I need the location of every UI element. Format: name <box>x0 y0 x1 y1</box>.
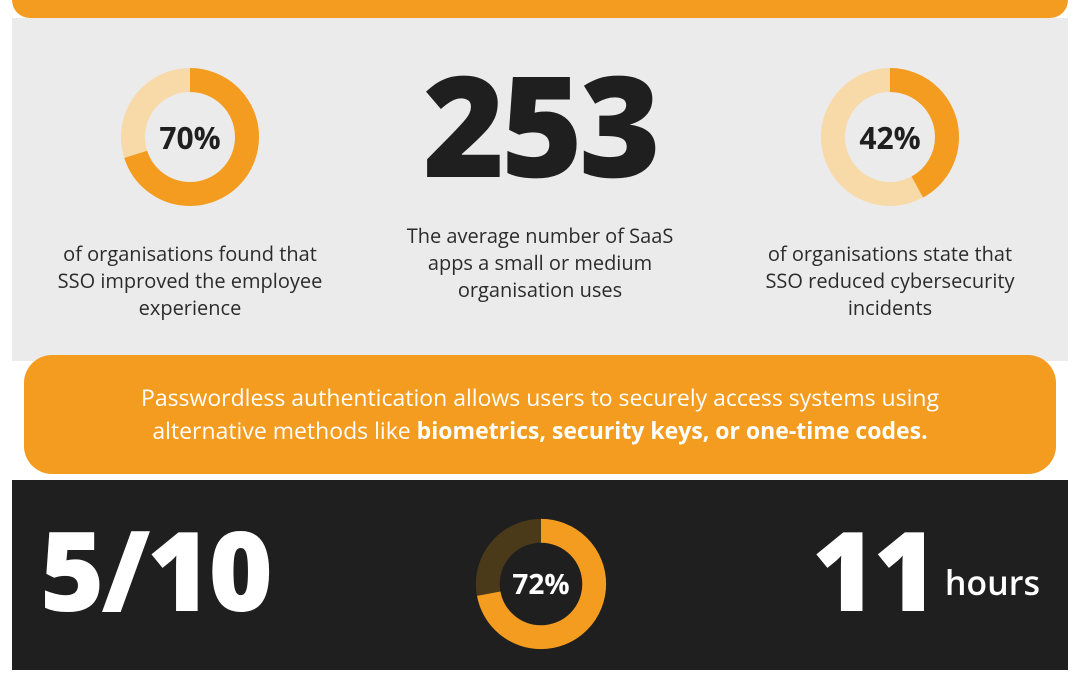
stat-sso-incidents: 42% of organisations state that SSO redu… <box>740 62 1040 321</box>
big-number-11: 11 <box>812 520 935 619</box>
unit-hours: hours <box>945 559 1040 619</box>
donut-chart-42: 42% <box>815 62 965 212</box>
stat-caption: The average number of SaaS apps a small … <box>400 222 680 303</box>
callout-banner: Passwordless authentication allows users… <box>24 355 1056 474</box>
stat-11-hours: 11 hours <box>812 520 1040 619</box>
donut-label: 70% <box>115 62 265 212</box>
infographic-page: 70% of organisations found that SSO impr… <box>0 0 1080 675</box>
stat-caption: of organisations found that SSO improved… <box>50 240 330 321</box>
big-number-253: 253 <box>423 54 657 194</box>
stat-caption: of organisations state that SSO reduced … <box>750 240 1030 321</box>
top-accent-bar <box>12 0 1068 18</box>
donut-label: 72% <box>471 514 611 654</box>
donut-chart-72: 72% <box>471 514 611 654</box>
big-number-5-10: 5/10 <box>40 520 270 619</box>
stat-5-of-10: 5/10 <box>40 520 270 619</box>
stat-sso-employee-experience: 70% of organisations found that SSO impr… <box>40 62 340 321</box>
bottom-stats-section: 5/10 72% 11 hours <box>12 480 1068 670</box>
callout-bold: biometrics, security keys, or one-time c… <box>417 414 928 446</box>
donut-label: 42% <box>815 62 965 212</box>
top-stats-section: 70% of organisations found that SSO impr… <box>12 18 1068 361</box>
donut-chart-70: 70% <box>115 62 265 212</box>
stat-saas-apps: 253 The average number of SaaS apps a sm… <box>360 62 720 303</box>
